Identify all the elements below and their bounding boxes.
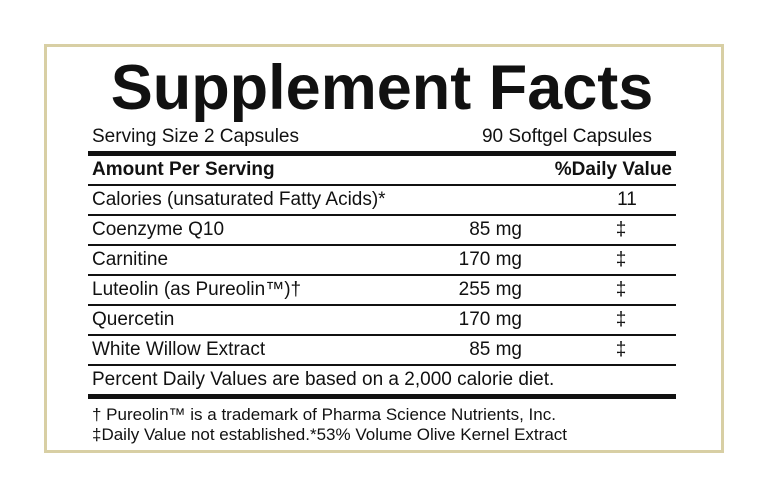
serving-info: Serving Size 2 Capsules 90 Softgel Capsu… [88, 126, 676, 148]
footnote-daily-value: ‡Daily Value not established.*53% Volume… [92, 425, 567, 444]
calories-label: Calories (unsaturated Fatty Acids)* [92, 189, 386, 210]
ingredient-amount: 85 mg [469, 219, 522, 240]
calories-value: 11 [617, 189, 637, 210]
ingredient-row: Carnitine 170 mg ‡ [88, 246, 676, 274]
ingredient-dv: ‡ [615, 279, 627, 300]
ingredient-dv: ‡ [615, 339, 627, 360]
divider [88, 304, 676, 306]
divider [88, 214, 676, 216]
column-header-row: Amount Per Serving %Daily Value [88, 156, 676, 184]
footnote-trademark: † Pureolin™ is a trademark of Pharma Sci… [92, 405, 556, 424]
ingredient-row: Quercetin 170 mg ‡ [88, 306, 676, 334]
divider [88, 274, 676, 276]
ingredient-name: Carnitine [92, 249, 169, 270]
thick-divider [88, 151, 676, 156]
ingredient-amount: 170 mg [458, 249, 522, 270]
ingredient-amount: 255 mg [458, 279, 522, 300]
ingredient-dv: ‡ [615, 309, 627, 330]
ingredient-name: Quercetin [92, 309, 175, 330]
container-count: 90 Softgel Capsules [481, 126, 652, 147]
calories-row: Calories (unsaturated Fatty Acids)* 11 [88, 186, 676, 214]
ingredient-row: Coenzyme Q10 85 mg ‡ [88, 216, 676, 244]
label-frame [44, 44, 724, 453]
panel-title: Supplement Facts [110, 53, 654, 123]
ingredient-amount: 170 mg [458, 309, 522, 330]
divider [88, 244, 676, 246]
amount-per-serving-header: Amount Per Serving [92, 159, 275, 180]
percent-daily-note: Percent Daily Values are based on a 2,00… [92, 369, 555, 390]
serving-size: Serving Size 2 Capsules [92, 126, 299, 147]
ingredient-row: White Willow Extract 85 mg ‡ [88, 336, 676, 364]
ingredient-dv: ‡ [615, 249, 627, 270]
divider [88, 334, 676, 336]
supplement-facts-panel: Supplement Facts Serving Size 2 Capsules… [88, 54, 676, 445]
divider [88, 184, 676, 186]
ingredient-amount: 85 mg [469, 339, 522, 360]
ingredient-name: Luteolin (as Pureolin™)† [92, 279, 302, 300]
ingredient-row: Luteolin (as Pureolin™)† 255 mg ‡ [88, 276, 676, 304]
daily-value-header: %Daily Value [554, 159, 672, 180]
thick-divider [88, 394, 676, 399]
divider [88, 364, 676, 366]
ingredient-dv: ‡ [615, 219, 627, 240]
ingredient-name: Coenzyme Q10 [92, 219, 225, 240]
ingredient-name: White Willow Extract [92, 339, 266, 360]
